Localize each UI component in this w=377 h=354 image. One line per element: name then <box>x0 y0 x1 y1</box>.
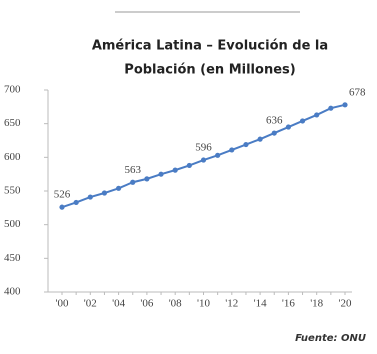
point <box>59 204 65 210</box>
y-tick-label: 700 <box>4 84 21 96</box>
point <box>328 105 334 111</box>
data-label: 563 <box>125 164 142 176</box>
point <box>271 130 277 136</box>
point <box>144 176 150 182</box>
point <box>243 141 249 148</box>
point <box>299 118 306 124</box>
x-tick-label: '18 <box>310 298 323 310</box>
y-tick-label: 650 <box>4 117 21 129</box>
point <box>158 171 164 177</box>
x-tick-label: '14 <box>254 298 267 310</box>
point <box>172 167 178 173</box>
point <box>101 190 108 196</box>
point <box>87 194 93 200</box>
point <box>215 152 221 158</box>
point <box>285 124 291 130</box>
x-tick-label: '08 <box>169 298 182 310</box>
point <box>257 136 263 142</box>
data-label: 596 <box>195 142 212 154</box>
chart-title: América Latina – Evolución de la <box>92 39 328 54</box>
point <box>116 185 122 191</box>
y-tick-label: 600 <box>4 151 21 163</box>
chart-title: Población (en Millones) <box>124 63 295 78</box>
y-tick-label: 450 <box>4 252 21 264</box>
point <box>200 157 207 163</box>
data-label: 678 <box>349 86 366 98</box>
point <box>229 147 235 153</box>
x-tick-label: '04 <box>112 298 125 310</box>
x-tick-label: '20 <box>339 298 352 310</box>
x-tick-label: '00 <box>56 298 69 310</box>
source: Fuente: ONU <box>295 333 366 344</box>
point <box>186 162 192 169</box>
point <box>342 102 348 108</box>
x-tick-label: '12 <box>225 298 238 310</box>
y-tick-label: 550 <box>4 185 21 197</box>
point <box>130 179 136 185</box>
y-tick-label: 500 <box>4 218 21 230</box>
point <box>314 112 320 118</box>
x-tick-label: '02 <box>84 298 97 310</box>
y-tick-label: 400 <box>4 286 21 298</box>
data-label: 636 <box>266 115 283 127</box>
x-tick-label: '06 <box>140 298 153 310</box>
point <box>73 199 79 206</box>
data-label: 526 <box>54 189 71 201</box>
x-tick-label: '16 <box>282 298 295 310</box>
x-tick-label: '10 <box>197 298 210 310</box>
